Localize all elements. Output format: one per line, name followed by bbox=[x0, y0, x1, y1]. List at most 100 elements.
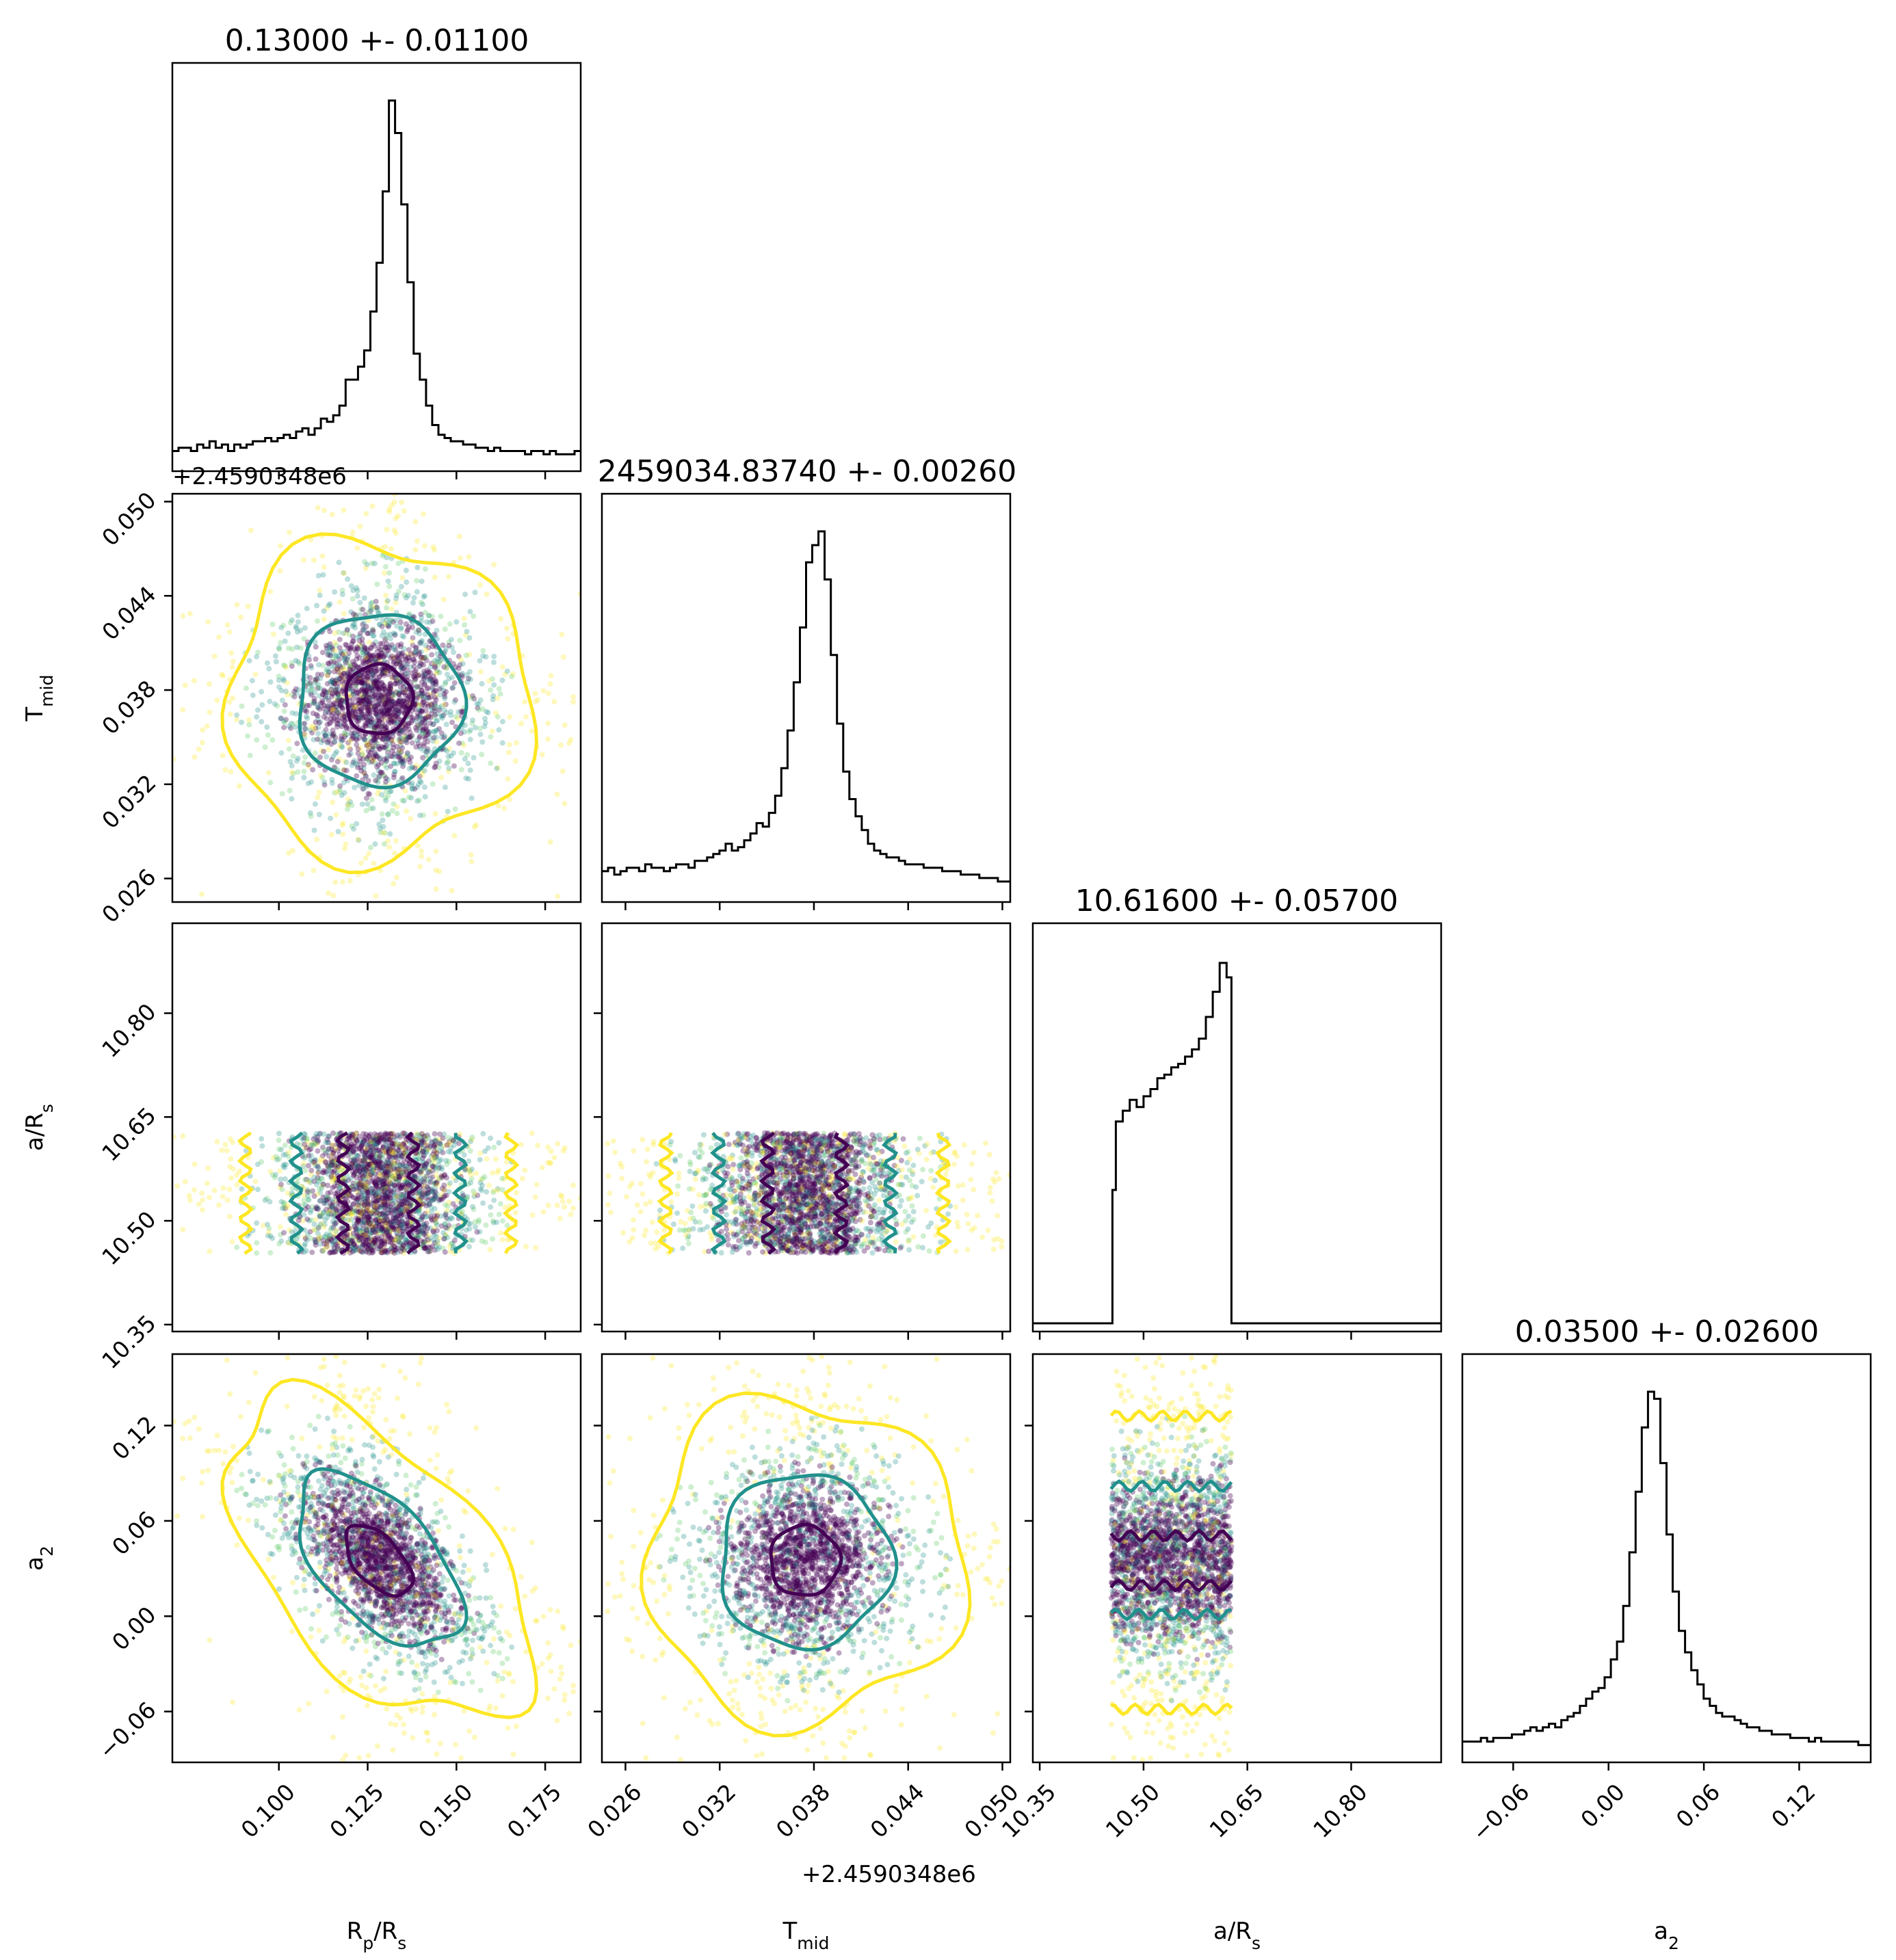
sample-point bbox=[334, 676, 341, 682]
sample-point bbox=[399, 759, 405, 765]
sample-point bbox=[363, 566, 369, 571]
sample-point bbox=[367, 608, 373, 614]
sample-point bbox=[402, 701, 408, 707]
sample-point bbox=[378, 724, 384, 730]
sample-point bbox=[318, 739, 324, 745]
sample-point bbox=[360, 660, 367, 666]
sample-point bbox=[371, 668, 378, 674]
sample-point bbox=[570, 699, 577, 705]
sample-point bbox=[385, 746, 391, 752]
sample-point bbox=[354, 593, 360, 599]
sample-point bbox=[350, 638, 356, 644]
sample-point bbox=[430, 721, 436, 728]
sample-point bbox=[264, 660, 270, 666]
sample-point bbox=[434, 1143, 440, 1149]
sample-point bbox=[387, 713, 393, 719]
sample-point bbox=[404, 808, 410, 815]
sample-point bbox=[355, 836, 361, 843]
sample-point bbox=[509, 674, 515, 680]
sample-point bbox=[479, 1176, 486, 1182]
sample-point bbox=[278, 639, 284, 646]
sample-point bbox=[422, 593, 427, 599]
sample-point bbox=[404, 1220, 410, 1226]
sample-point bbox=[372, 743, 378, 750]
sample-point bbox=[192, 678, 197, 684]
sample-point bbox=[384, 1210, 390, 1216]
sample-point bbox=[311, 698, 317, 704]
sample-point bbox=[358, 649, 365, 655]
sample-point bbox=[220, 673, 226, 679]
sample-point bbox=[363, 689, 369, 695]
sample-point bbox=[350, 624, 356, 629]
sample-point bbox=[341, 570, 347, 577]
sample-point bbox=[397, 709, 403, 715]
sample-point bbox=[451, 832, 458, 838]
sample-point bbox=[397, 750, 403, 756]
sample-point bbox=[498, 615, 504, 622]
sample-point bbox=[317, 1131, 323, 1137]
sample-point bbox=[485, 710, 491, 715]
sample-point bbox=[461, 615, 467, 622]
sample-point bbox=[413, 763, 419, 769]
sample-point bbox=[342, 730, 348, 737]
sample-point bbox=[404, 671, 410, 677]
sample-point bbox=[373, 678, 380, 685]
sample-point bbox=[435, 655, 441, 661]
sample-point bbox=[374, 648, 380, 654]
sample-point bbox=[351, 688, 356, 694]
sample-point bbox=[351, 1171, 357, 1178]
sample-point bbox=[326, 1145, 332, 1152]
sample-point bbox=[382, 712, 389, 718]
sample-point bbox=[479, 1182, 486, 1189]
sample-point bbox=[254, 714, 260, 720]
sample-point bbox=[366, 654, 371, 660]
sample-point bbox=[418, 724, 424, 730]
sample-point bbox=[453, 619, 460, 625]
sample-point bbox=[347, 685, 353, 691]
sample-point bbox=[330, 705, 336, 711]
sample-point bbox=[326, 1210, 332, 1217]
sample-point bbox=[330, 702, 336, 708]
sample-point bbox=[325, 652, 331, 658]
sample-point bbox=[330, 690, 336, 696]
sample-point bbox=[393, 600, 399, 606]
sample-point bbox=[389, 719, 395, 725]
sample-point bbox=[228, 1156, 234, 1162]
sample-point bbox=[313, 726, 319, 731]
sample-point bbox=[466, 635, 473, 641]
sample-point bbox=[420, 717, 426, 722]
sample-point bbox=[359, 750, 365, 755]
sample-point bbox=[385, 735, 391, 741]
sample-point bbox=[391, 720, 397, 726]
sample-point bbox=[425, 694, 431, 700]
sample-point bbox=[403, 657, 409, 663]
sample-point bbox=[369, 672, 375, 678]
sample-point bbox=[425, 1244, 431, 1250]
sample-point bbox=[391, 771, 397, 778]
sample-point bbox=[432, 574, 438, 581]
sample-point bbox=[324, 754, 330, 760]
sample-point bbox=[369, 670, 376, 676]
sample-point bbox=[451, 680, 458, 686]
sample-point bbox=[276, 646, 282, 652]
sample-point bbox=[392, 769, 398, 774]
sample-point bbox=[246, 658, 252, 664]
sample-point bbox=[352, 625, 358, 631]
sample-point bbox=[399, 708, 405, 714]
sample-point bbox=[293, 711, 299, 717]
sample-point bbox=[409, 732, 415, 739]
sample-point bbox=[374, 734, 380, 740]
sample-point bbox=[361, 771, 367, 776]
sample-point bbox=[341, 611, 347, 617]
sample-point bbox=[325, 1139, 331, 1145]
sample-point bbox=[360, 698, 367, 704]
sample-point bbox=[404, 739, 410, 745]
sample-point bbox=[314, 602, 320, 609]
sample-point bbox=[331, 659, 337, 665]
sample-point bbox=[278, 1238, 285, 1244]
sample-point bbox=[382, 544, 389, 550]
sample-point bbox=[272, 1171, 278, 1178]
sample-point bbox=[442, 693, 448, 700]
sample-point bbox=[421, 1201, 426, 1207]
sample-point bbox=[349, 823, 355, 829]
